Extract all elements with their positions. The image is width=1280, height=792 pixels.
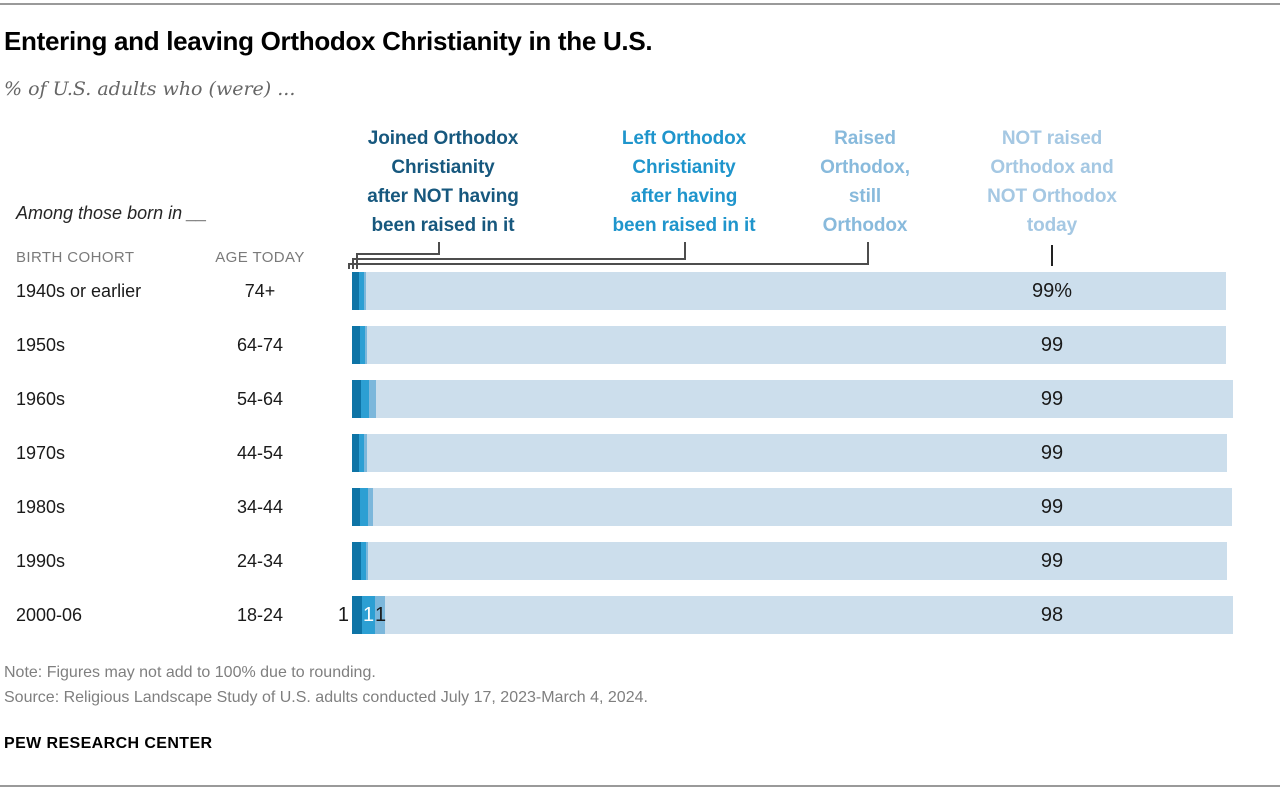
- bar-segment-3: [367, 326, 1226, 364]
- bar-segment-0: [352, 488, 360, 526]
- birth-cohort-label: 1950s: [16, 335, 66, 355]
- stacked-bar: [352, 326, 1226, 364]
- bar-segment-2: [375, 596, 385, 634]
- birth-cohort-label: 1970s: [16, 443, 66, 463]
- bar-segment-0: [352, 434, 359, 472]
- leader-bracket-left: [352, 242, 686, 260]
- bar-segment-0: [352, 272, 359, 310]
- value-label: 1: [375, 604, 387, 626]
- bar-segment-2: [365, 326, 367, 364]
- legend-header-not-raised: NOT raised Orthodox and NOT Orthodox tod…: [987, 128, 1117, 236]
- source-text: Source: Religious Landscape Study of U.S…: [4, 689, 648, 706]
- value-label: 1: [337, 604, 349, 626]
- birth-cohort-label: 1940s or earlier: [16, 281, 142, 301]
- value-label: 99: [1040, 550, 1064, 572]
- bar-segment-1: [362, 596, 375, 634]
- bar-segment-2: [369, 380, 376, 418]
- bar-segment-3: [368, 542, 1227, 580]
- table-row: 1940s or earlier 74+ 99%: [0, 272, 1280, 310]
- stacked-bar: [352, 272, 1226, 310]
- bar-segment-3: [376, 380, 1233, 418]
- bar-segment-3: [385, 596, 1233, 634]
- stacked-bar: [352, 488, 1232, 526]
- age-today-label: 34-44: [236, 497, 284, 517]
- value-label: 98: [1040, 604, 1064, 626]
- table-row: 1980s 34-44 99: [0, 488, 1280, 526]
- value-label: 99%: [1031, 280, 1073, 302]
- birth-cohort-label: 1960s: [16, 389, 66, 409]
- bar-segment-2: [364, 272, 366, 310]
- age-today-label: 54-64: [236, 389, 284, 409]
- bar-segment-1: [360, 326, 365, 364]
- bar-segment-0: [352, 326, 360, 364]
- note-text: Note: Figures may not add to 100% due to…: [4, 664, 376, 681]
- legend-header-left: Left Orthodox Christianity after having …: [612, 128, 756, 236]
- bar-segment-0: [352, 542, 361, 580]
- bar-segment-2: [368, 488, 373, 526]
- bar-segment-0: [352, 380, 361, 418]
- table-row: 2000-06 18-24 1 1 1 98: [0, 596, 1280, 634]
- bottom-border-rule: [0, 785, 1280, 787]
- table-row: 1990s 24-34 99: [0, 542, 1280, 580]
- table-row: 1960s 54-64 99: [0, 380, 1280, 418]
- bar-segment-0: [352, 596, 362, 634]
- legend-header-joined: Joined Orthodox Christianity after NOT h…: [367, 128, 519, 236]
- stacked-bar: [352, 542, 1227, 580]
- value-label: 99: [1040, 496, 1064, 518]
- age-today-label: 44-54: [236, 443, 284, 463]
- leader-tick-not-raised: [1051, 245, 1053, 266]
- column-header-age-today: AGE TODAY: [215, 249, 305, 266]
- stacked-bar: [352, 434, 1227, 472]
- leader-drop-left: [352, 258, 354, 269]
- bar-segment-3: [367, 434, 1227, 472]
- age-today-label: 64-74: [236, 335, 284, 355]
- bar-segment-1: [359, 272, 364, 310]
- value-label: 99: [1040, 442, 1064, 464]
- age-today-label: 24-34: [236, 551, 284, 571]
- bar-segment-1: [361, 542, 366, 580]
- chart-subtitle: % of U.S. adults who (were) ...: [4, 78, 296, 100]
- birth-cohort-label: 1990s: [16, 551, 66, 571]
- leader-bracket-raised-still: [348, 242, 869, 265]
- value-label: 99: [1040, 334, 1064, 356]
- bar-segment-2: [364, 434, 367, 472]
- bar-segment-3: [373, 488, 1232, 526]
- leader-bracket-joined: [356, 242, 440, 255]
- leader-drop-joined: [356, 253, 358, 269]
- birth-cohort-label: 1980s: [16, 497, 66, 517]
- age-today-label: 18-24: [236, 605, 284, 625]
- age-today-label: 74+: [244, 281, 276, 301]
- bar-segment-1: [359, 434, 364, 472]
- table-row: 1970s 44-54 99: [0, 434, 1280, 472]
- legend-header-raised-still: Raised Orthodox, still Orthodox: [820, 128, 910, 236]
- bar-segment-3: [366, 272, 1226, 310]
- bar-segment-2: [366, 542, 368, 580]
- bar-segment-1: [360, 488, 368, 526]
- leader-drop-raised-still: [348, 263, 350, 269]
- table-row: 1950s 64-74 99: [0, 326, 1280, 364]
- stacked-bar: [352, 380, 1233, 418]
- bar-segment-1: [361, 380, 369, 418]
- among-those-born-label: Among those born in __: [16, 203, 208, 223]
- birth-cohort-label: 2000-06: [16, 605, 83, 625]
- column-header-birth-cohort: BIRTH COHORT: [16, 249, 135, 266]
- top-border-rule: [0, 3, 1280, 5]
- value-label: 99: [1040, 388, 1064, 410]
- value-label: 1: [362, 604, 375, 626]
- page-title: Entering and leaving Orthodox Christiani…: [4, 26, 653, 56]
- stacked-bar: [352, 596, 1233, 634]
- pew-research-center-wordmark: PEW RESEARCH CENTER: [4, 735, 213, 752]
